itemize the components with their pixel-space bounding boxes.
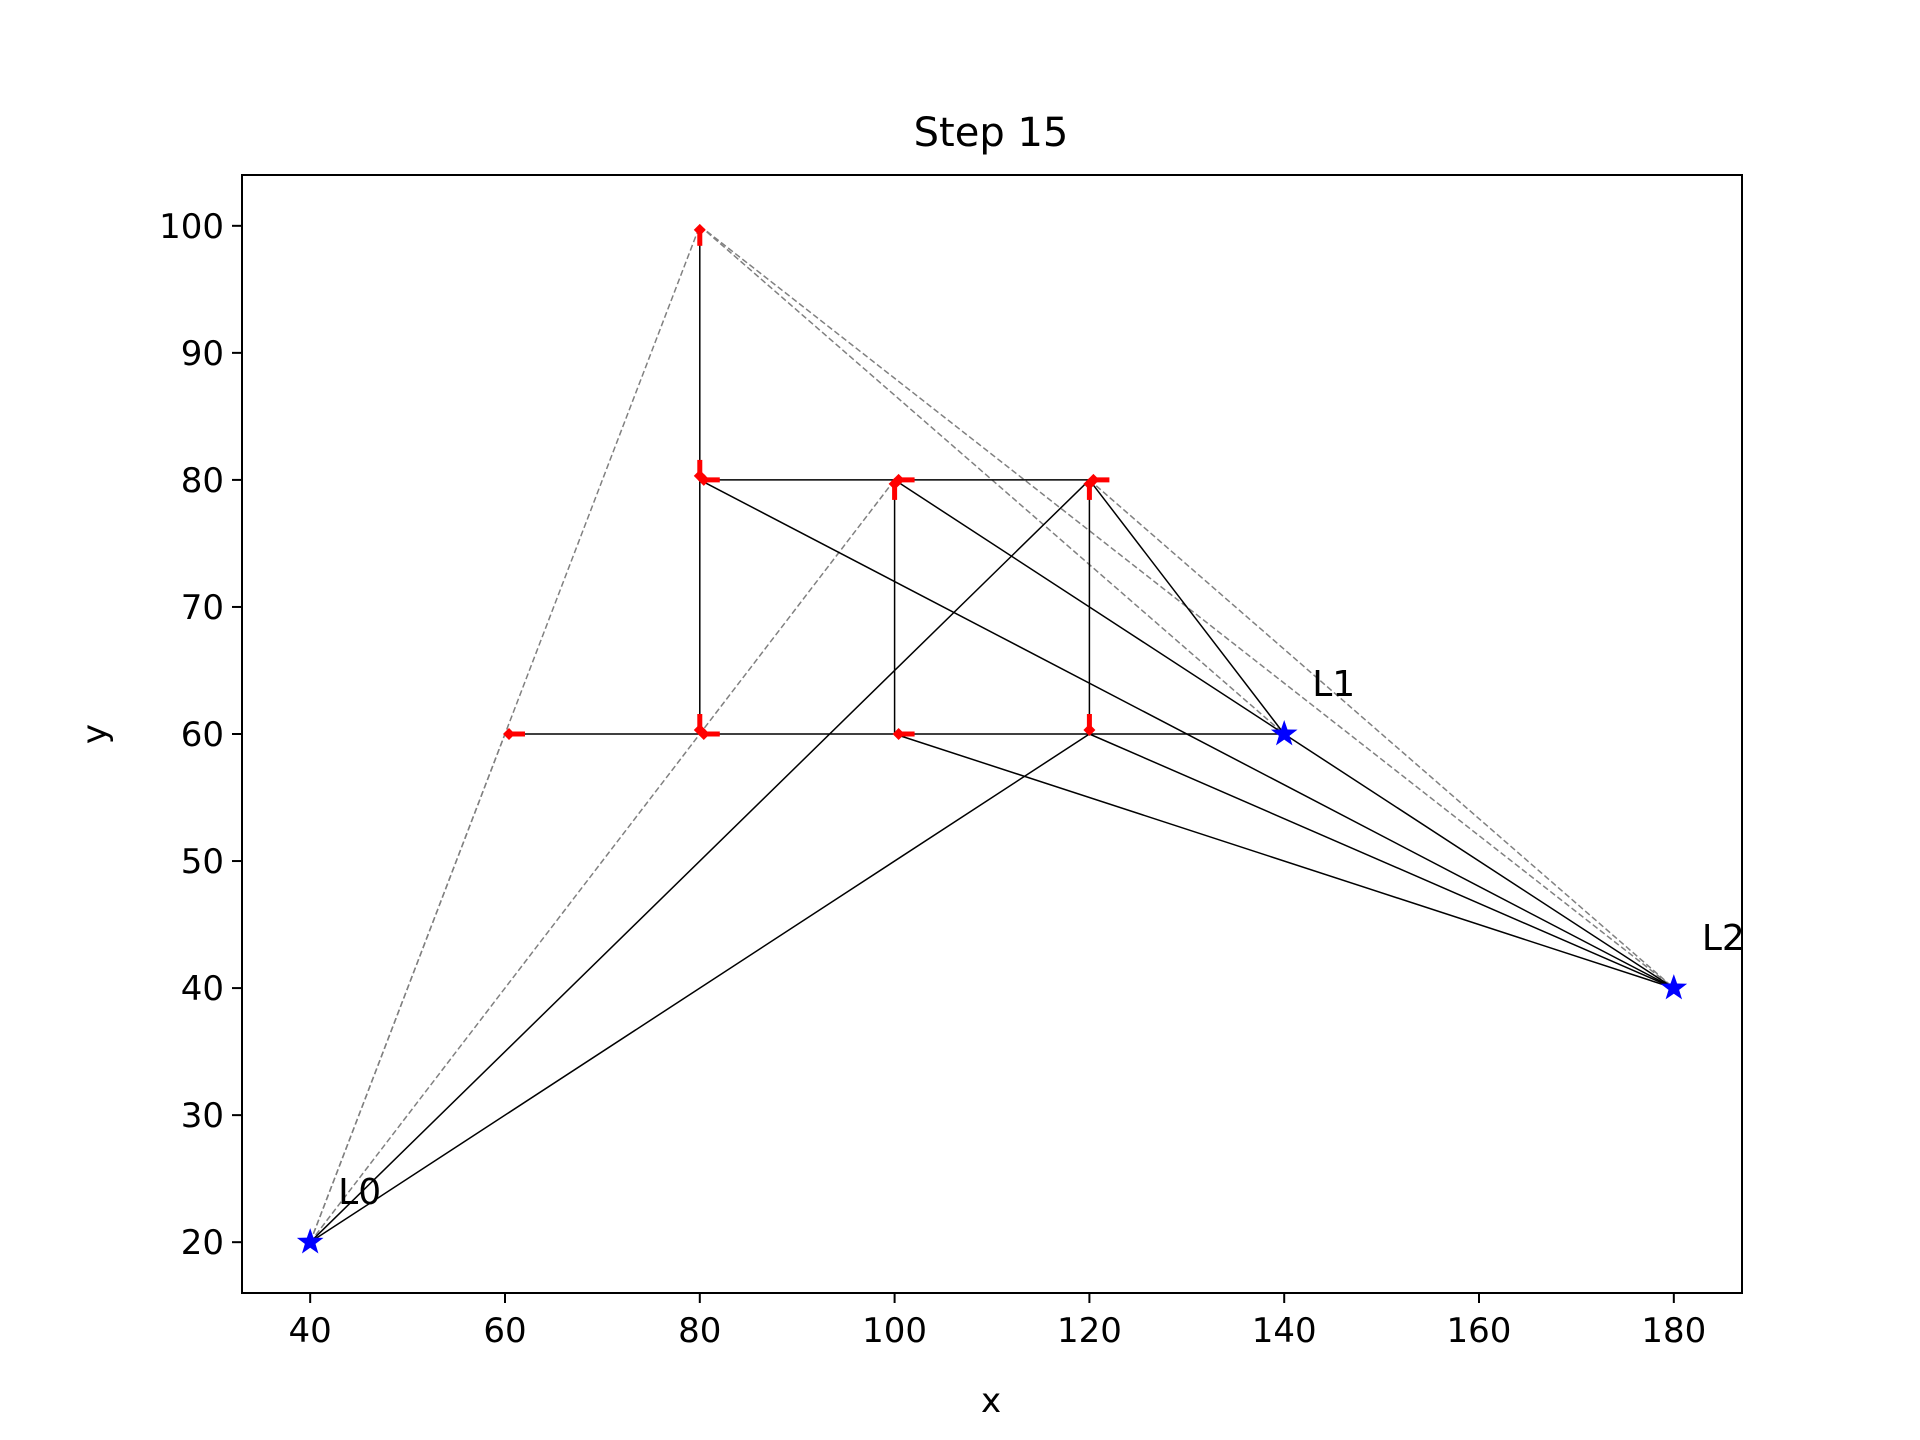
pose-marker: [693, 714, 706, 736]
pose-point: [1083, 477, 1096, 490]
chart-title: Step 15: [914, 110, 1069, 156]
pose-marker: [697, 473, 720, 486]
factor-edge: [309, 479, 1090, 1243]
y-tick-label: 60: [181, 715, 224, 755]
factor-edge: [1089, 733, 1675, 989]
pose-point: [693, 223, 706, 236]
x-tick-label: 140: [1252, 1311, 1317, 1351]
x-axis-ticks: 40 60 80 100 120 140 160 180: [289, 1293, 1706, 1351]
y-tick-label: 20: [181, 1223, 224, 1263]
y-tick-label: 30: [181, 1096, 224, 1136]
x-tick-label: 40: [289, 1311, 332, 1351]
observation-edge: [309, 479, 896, 1243]
x-tick-label: 180: [1641, 1311, 1706, 1351]
observation-edge: [699, 225, 1675, 989]
pose-point: [502, 728, 515, 740]
poses: [502, 223, 1110, 740]
factor-edge: [309, 733, 1090, 1243]
landmark-label: L0: [338, 1172, 381, 1213]
y-axis-ticks: 20 30 40 50 60 70 80 90 100: [159, 207, 242, 1263]
pose-marker: [888, 477, 901, 500]
landmark-label: L1: [1312, 664, 1355, 705]
pose-marker: [892, 728, 915, 740]
pose-marker: [693, 223, 706, 246]
y-tick-label: 80: [181, 461, 224, 501]
plot-area: L0 L1 L2: [296, 223, 1745, 1254]
x-axis-label: x: [981, 1381, 1001, 1421]
x-tick-label: 100: [862, 1311, 927, 1351]
pose-point: [892, 728, 905, 740]
landmark-point: [1270, 720, 1298, 746]
pose-point: [888, 477, 901, 490]
factor-edge: [894, 733, 1675, 989]
landmark-marker: L1: [1270, 664, 1355, 746]
y-tick-label: 90: [181, 334, 224, 374]
landmark-point: [296, 1228, 324, 1254]
pose-point: [697, 473, 710, 486]
y-tick-label: 50: [181, 842, 224, 882]
factor-edge: [1088, 479, 1285, 735]
x-tick-label: 60: [483, 1311, 526, 1351]
landmark-marker: L2: [1660, 918, 1745, 1000]
x-tick-label: 80: [678, 1311, 721, 1351]
x-tick-label: 160: [1447, 1311, 1512, 1351]
y-tick-label: 70: [181, 588, 224, 628]
y-tick-label: 100: [159, 207, 224, 247]
factor-edge: [1283, 733, 1675, 989]
landmark-point: [1660, 974, 1688, 1000]
x-tick-label: 120: [1057, 1311, 1122, 1351]
observation-edge: [1088, 479, 1675, 989]
landmark-marker: L0: [296, 1172, 381, 1254]
y-tick-label: 40: [181, 969, 224, 1009]
pose-point: [1083, 724, 1096, 736]
pose-marker: [502, 728, 525, 740]
landmarks: L0 L1 L2: [296, 664, 1745, 1254]
pose-marker: [1083, 477, 1096, 500]
pose-marker: [1083, 714, 1096, 736]
pose-point: [693, 724, 706, 736]
landmark-label: L2: [1702, 918, 1745, 959]
y-axis-label: y: [75, 724, 115, 744]
